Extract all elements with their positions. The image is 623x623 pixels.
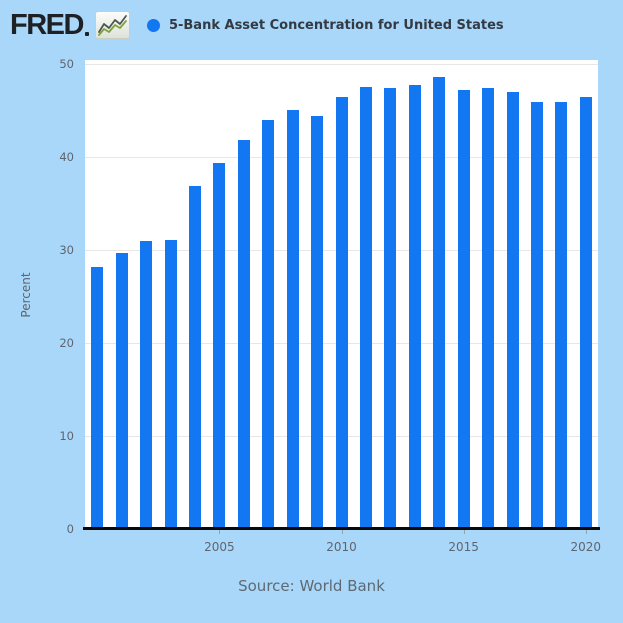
bar-2005[interactable] [213, 162, 226, 529]
y-tick-label-0: 0 [66, 522, 74, 536]
series-title[interactable]: 5-Bank Asset Concentration for United St… [168, 17, 504, 33]
bar-2012[interactable] [384, 88, 397, 529]
y-tick-label-30: 30 [59, 243, 74, 257]
bar-2013[interactable] [408, 85, 421, 529]
x-tick-mark-2005 [219, 529, 221, 534]
bar-2007[interactable] [262, 119, 275, 529]
header: FRED 5-Bank Asset Concentration for Unit… [10, 6, 504, 44]
bar-2003[interactable] [164, 239, 177, 529]
fred-logo-text: FRED [10, 9, 84, 41]
x-axis-line [83, 527, 600, 530]
bar-2014[interactable] [433, 77, 446, 529]
y-tick-label-10: 10 [59, 429, 74, 443]
x-tick-mark-2020 [585, 529, 587, 534]
bar-2011[interactable] [359, 87, 372, 529]
x-tick-label-2015: 2015 [448, 540, 479, 554]
bar-2008[interactable] [286, 109, 299, 529]
bar-2019[interactable] [555, 102, 568, 529]
bar-2006[interactable] [237, 140, 250, 529]
bar-2020[interactable] [579, 97, 592, 529]
bar-2018[interactable] [530, 102, 543, 529]
bar-2000[interactable] [91, 266, 104, 529]
x-tick-label-2005: 2005 [204, 540, 235, 554]
bar-2001[interactable] [115, 252, 128, 529]
bar-2016[interactable] [482, 88, 495, 529]
x-tick-label-2020: 2020 [570, 540, 602, 554]
bar-2010[interactable] [335, 97, 348, 529]
y-axis-title: Percent [19, 272, 33, 318]
x-tick-label-2010: 2010 [326, 540, 357, 554]
bar-2015[interactable] [457, 90, 470, 529]
y-tick-label-20: 20 [59, 336, 74, 350]
y-tick-label-50: 50 [59, 57, 74, 71]
y-tick-label-40: 40 [59, 150, 74, 164]
x-tick-mark-2010 [341, 529, 343, 534]
source-note: Source: World Bank [238, 577, 385, 595]
bar-2009[interactable] [311, 116, 324, 529]
legend: 5-Bank Asset Concentration for United St… [146, 17, 504, 33]
gridline-50 [85, 64, 598, 65]
x-tick-mark-2015 [463, 529, 465, 534]
registered-mark-icon [84, 32, 89, 36]
fred-logo-chart-icon [94, 11, 130, 39]
bar-2004[interactable] [188, 185, 201, 529]
fred-logo[interactable]: FRED [10, 10, 130, 40]
series-legend-dot-icon [146, 18, 160, 32]
bar-2002[interactable] [140, 240, 153, 529]
bar-2017[interactable] [506, 91, 519, 529]
